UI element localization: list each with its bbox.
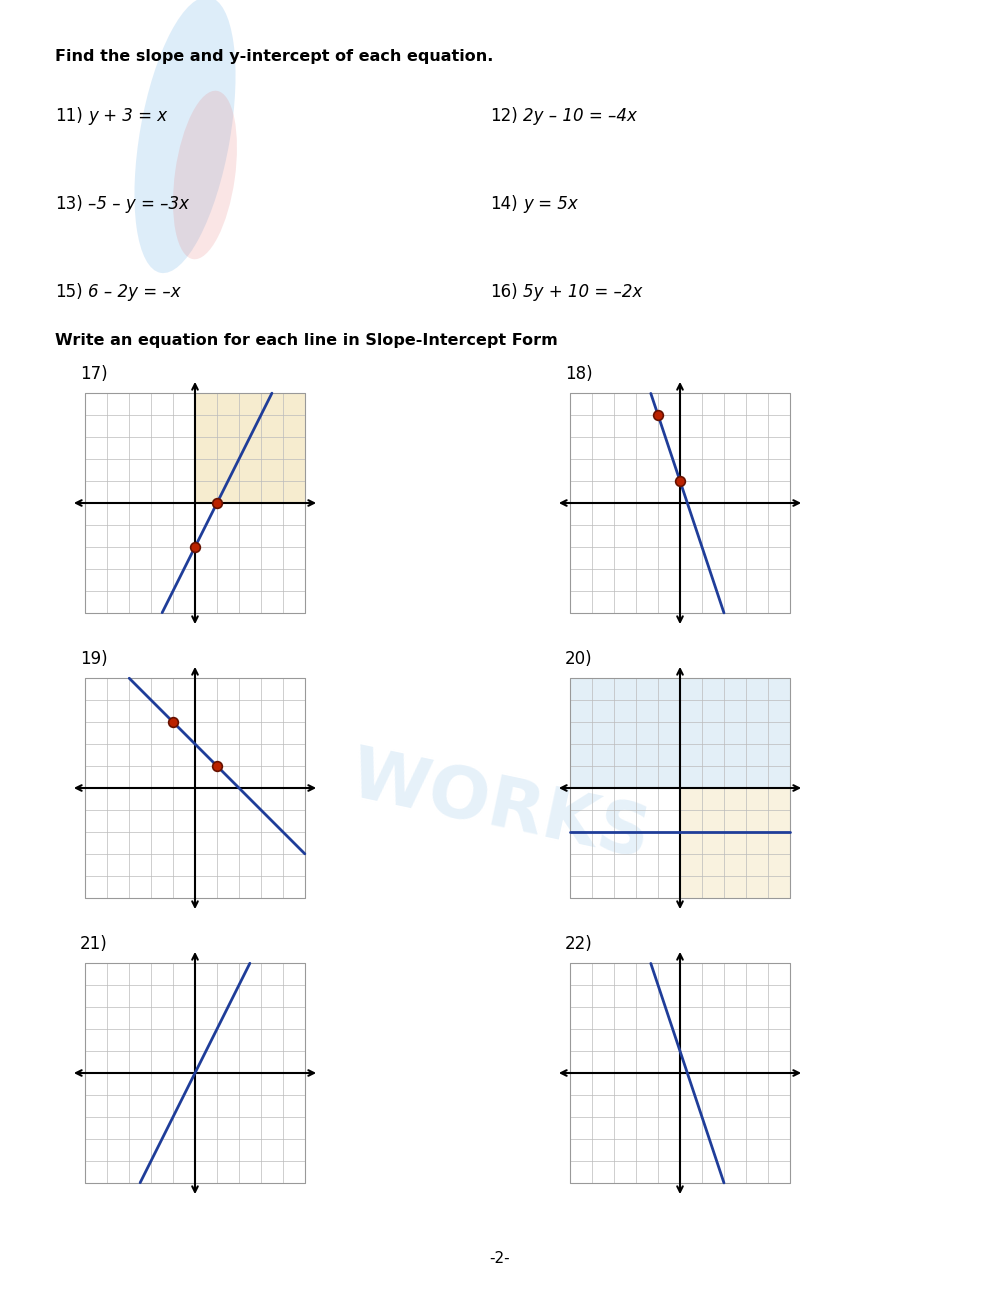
Text: 2y – 10 = –4x: 2y – 10 = –4x (523, 107, 637, 126)
Text: 12): 12) (490, 107, 518, 126)
Text: y = 5x: y = 5x (523, 195, 578, 214)
Text: Find the slope and y-intercept of each equation.: Find the slope and y-intercept of each e… (55, 49, 493, 63)
Text: 15): 15) (55, 283, 83, 302)
Text: 14): 14) (490, 195, 518, 214)
Text: –5 – y = –3x: –5 – y = –3x (88, 195, 189, 214)
Polygon shape (680, 788, 790, 898)
Text: 20): 20) (565, 650, 593, 668)
Text: 6 – 2y = –x: 6 – 2y = –x (88, 283, 181, 302)
Text: 17): 17) (80, 365, 108, 383)
Text: 22): 22) (565, 936, 593, 952)
Text: -2-: -2- (490, 1251, 510, 1266)
Text: 16): 16) (490, 283, 518, 302)
Text: 5y + 10 = –2x: 5y + 10 = –2x (523, 283, 642, 302)
Text: Write an equation for each line in Slope-Intercept Form: Write an equation for each line in Slope… (55, 333, 558, 348)
Polygon shape (570, 678, 790, 788)
Polygon shape (195, 393, 305, 503)
Text: y + 3 = x: y + 3 = x (88, 107, 167, 126)
Ellipse shape (134, 0, 236, 273)
Text: 13): 13) (55, 195, 83, 214)
Text: 21): 21) (80, 936, 108, 952)
Text: 18): 18) (565, 365, 593, 383)
Text: WORKS: WORKS (344, 743, 656, 873)
Text: 11): 11) (55, 107, 83, 126)
Ellipse shape (173, 91, 237, 259)
Text: 19): 19) (80, 650, 108, 668)
